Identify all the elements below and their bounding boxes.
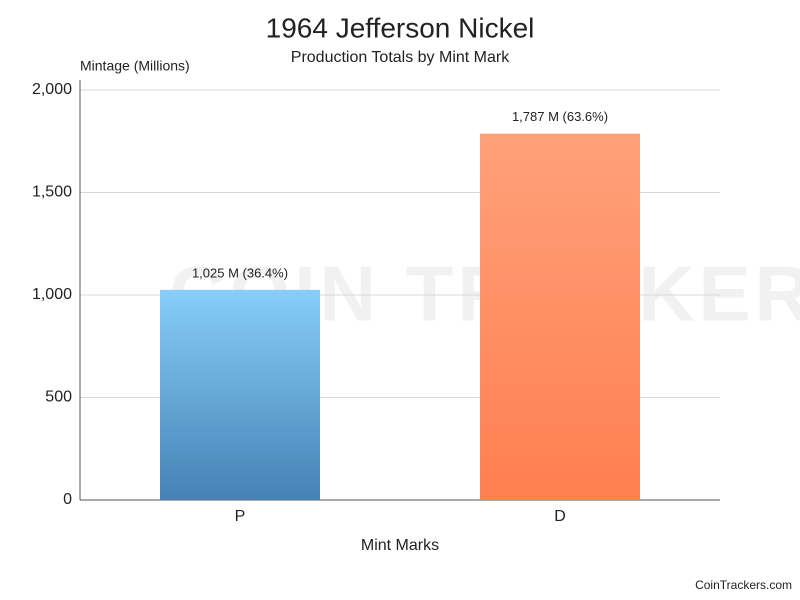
chart-title: 1964 Jefferson Nickel <box>266 12 535 43</box>
x-axis-label: Mint Marks <box>361 537 439 554</box>
credit: CoinTrackers.com <box>695 578 792 592</box>
y-tick-label: 1,000 <box>32 286 72 303</box>
y-tick-label: 1,500 <box>32 184 72 201</box>
data-label: 1,025 M (36.4%) <box>192 265 288 280</box>
y-tick-label: 500 <box>45 389 72 406</box>
data-label: 1,787 M (63.6%) <box>512 109 608 124</box>
x-tick-label: D <box>554 508 566 525</box>
bar <box>480 134 640 500</box>
bar <box>160 290 320 500</box>
y-axis-label: Mintage (Millions) <box>80 58 190 74</box>
chart-subtitle: Production Totals by Mint Mark <box>291 49 510 66</box>
y-tick-label: 0 <box>63 491 72 508</box>
x-tick-label: P <box>235 508 246 525</box>
y-tick-label: 2,000 <box>32 81 72 98</box>
